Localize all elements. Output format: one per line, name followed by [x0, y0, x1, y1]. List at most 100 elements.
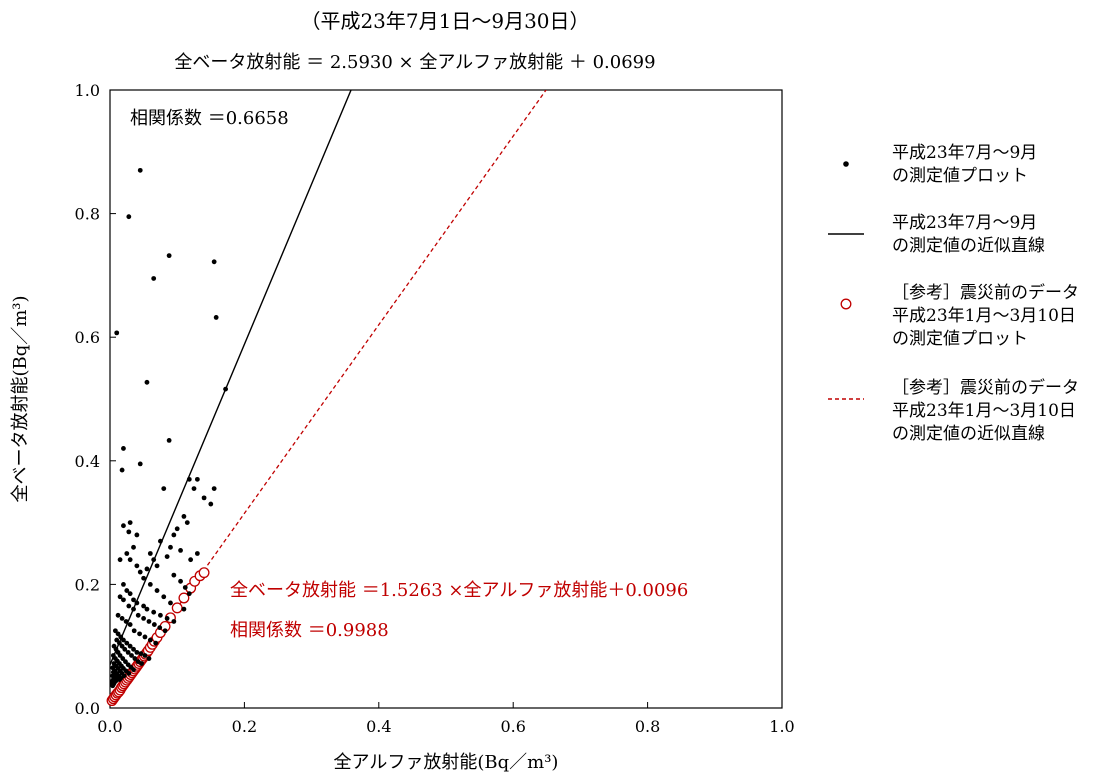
main-data-point [117, 557, 123, 563]
main-data-point [129, 653, 134, 658]
main-data-point [112, 628, 118, 634]
main-data-point [146, 656, 152, 661]
main-data-point [151, 276, 157, 281]
y-tick-label: 0.2 [75, 575, 100, 594]
main-data-point [114, 637, 120, 643]
main-data-point [178, 578, 183, 584]
main-data-point [137, 167, 143, 173]
legend-symbol-main-points [843, 161, 849, 167]
main-data-point [115, 631, 121, 637]
main-data-point [151, 609, 157, 615]
chart-title: （平成23年7月1日～9月30日） [300, 9, 589, 33]
main-data-point [125, 649, 131, 655]
main-points [109, 167, 228, 689]
correlation-reference-label: 相関係数 ＝0.9988 [230, 620, 389, 641]
main-data-point [153, 640, 159, 646]
main-data-point [127, 591, 133, 597]
main-data-point [110, 683, 116, 689]
main-data-point [134, 532, 140, 538]
main-data-point [151, 557, 157, 563]
main-data-point [144, 379, 150, 385]
correlation-main-label: 相関係数 ＝0.6658 [130, 108, 289, 129]
main-data-point [121, 582, 126, 587]
x-tick-label: 0.2 [232, 717, 257, 736]
main-data-point [121, 597, 126, 603]
main-data-point [131, 597, 136, 603]
main-data-point [161, 486, 167, 492]
legend-label: 平成23年7月～9月 [892, 213, 1037, 233]
main-data-point [188, 557, 194, 563]
main-data-point [166, 253, 172, 259]
main-data-point [126, 603, 132, 609]
plot-area-frame [109, 89, 783, 709]
main-data-point [158, 612, 163, 618]
main-data-point [181, 606, 187, 612]
y-tick-label: 0.6 [75, 328, 100, 347]
main-data-point [135, 612, 141, 618]
main-data-point [126, 670, 132, 676]
main-data-point [147, 637, 153, 643]
y-axis-label: 全ベータ放射能(Bq／m³) [10, 295, 31, 502]
main-data-point [168, 544, 173, 550]
legend-label: ［参考］震災前のデータ [892, 377, 1079, 398]
main-data-point [182, 585, 188, 590]
x-tick-label: 0.0 [97, 717, 122, 736]
main-data-point [121, 637, 126, 643]
main-data-point [119, 643, 125, 649]
main-data-point [213, 315, 219, 320]
main-data-point [115, 612, 121, 618]
main-data-point [131, 667, 136, 673]
main-data-point [137, 461, 143, 467]
axis-ticks: 0.0 0.2 0.4 0.6 0.8 1.0 0.0 0.2 0.4 0.6 0.8 1.0 [75, 81, 795, 736]
main-data-point [171, 532, 177, 538]
main-data-point [121, 523, 126, 529]
main-data-point [171, 619, 177, 624]
main-data-point [201, 495, 207, 501]
main-data-point [117, 653, 123, 658]
x-tick-label: 0.8 [635, 717, 660, 736]
x-axis-label: 全アルファ放射能(Bq／m³) [334, 752, 559, 773]
main-data-point [134, 563, 140, 569]
main-data-point [186, 591, 192, 597]
main-data-point [121, 673, 127, 679]
main-data-point [171, 572, 177, 578]
main-data-point [123, 619, 129, 624]
main-data-point [141, 575, 147, 581]
main-data-point [124, 588, 130, 593]
main-data-point [127, 557, 133, 563]
legend-label: の測定値の近似直線 [892, 424, 1045, 444]
y-tick-label: 0.8 [75, 205, 100, 224]
legend-label: ［参考］震災前のデータ [892, 282, 1079, 303]
main-data-point [142, 653, 148, 658]
main-data-point [134, 600, 140, 606]
main-data-point [162, 628, 168, 634]
main-data-point [118, 634, 124, 640]
main-data-point [164, 615, 170, 621]
reference-data-point [171, 602, 183, 614]
legend-label: 平成23年7月～9月 [892, 143, 1037, 163]
main-data-point [174, 526, 180, 532]
legend-label: の測定値の近似直線 [892, 236, 1045, 256]
main-data-point [147, 551, 153, 556]
fit-lines [110, 90, 547, 703]
main-data-point [131, 646, 136, 652]
main-data-point [131, 544, 136, 550]
main-data-point [124, 551, 130, 556]
main-data-point [120, 656, 126, 661]
y-tick-label: 0.4 [75, 452, 100, 471]
main-data-point [186, 476, 192, 482]
x-tick-label: 0.6 [500, 717, 525, 736]
main-data-point [127, 520, 133, 525]
main-data-point [141, 615, 147, 621]
main-data-point [119, 467, 125, 473]
main-data-point [126, 214, 132, 220]
main-data-point [144, 566, 150, 572]
main-data-point [164, 554, 170, 559]
main-data-point [127, 643, 133, 649]
main-data-point [223, 386, 228, 392]
y-tick-label: 1.0 [75, 81, 100, 100]
legend-label: の測定値プロット [892, 166, 1028, 186]
reference-data-point [198, 567, 210, 579]
main-data-point [131, 606, 136, 612]
